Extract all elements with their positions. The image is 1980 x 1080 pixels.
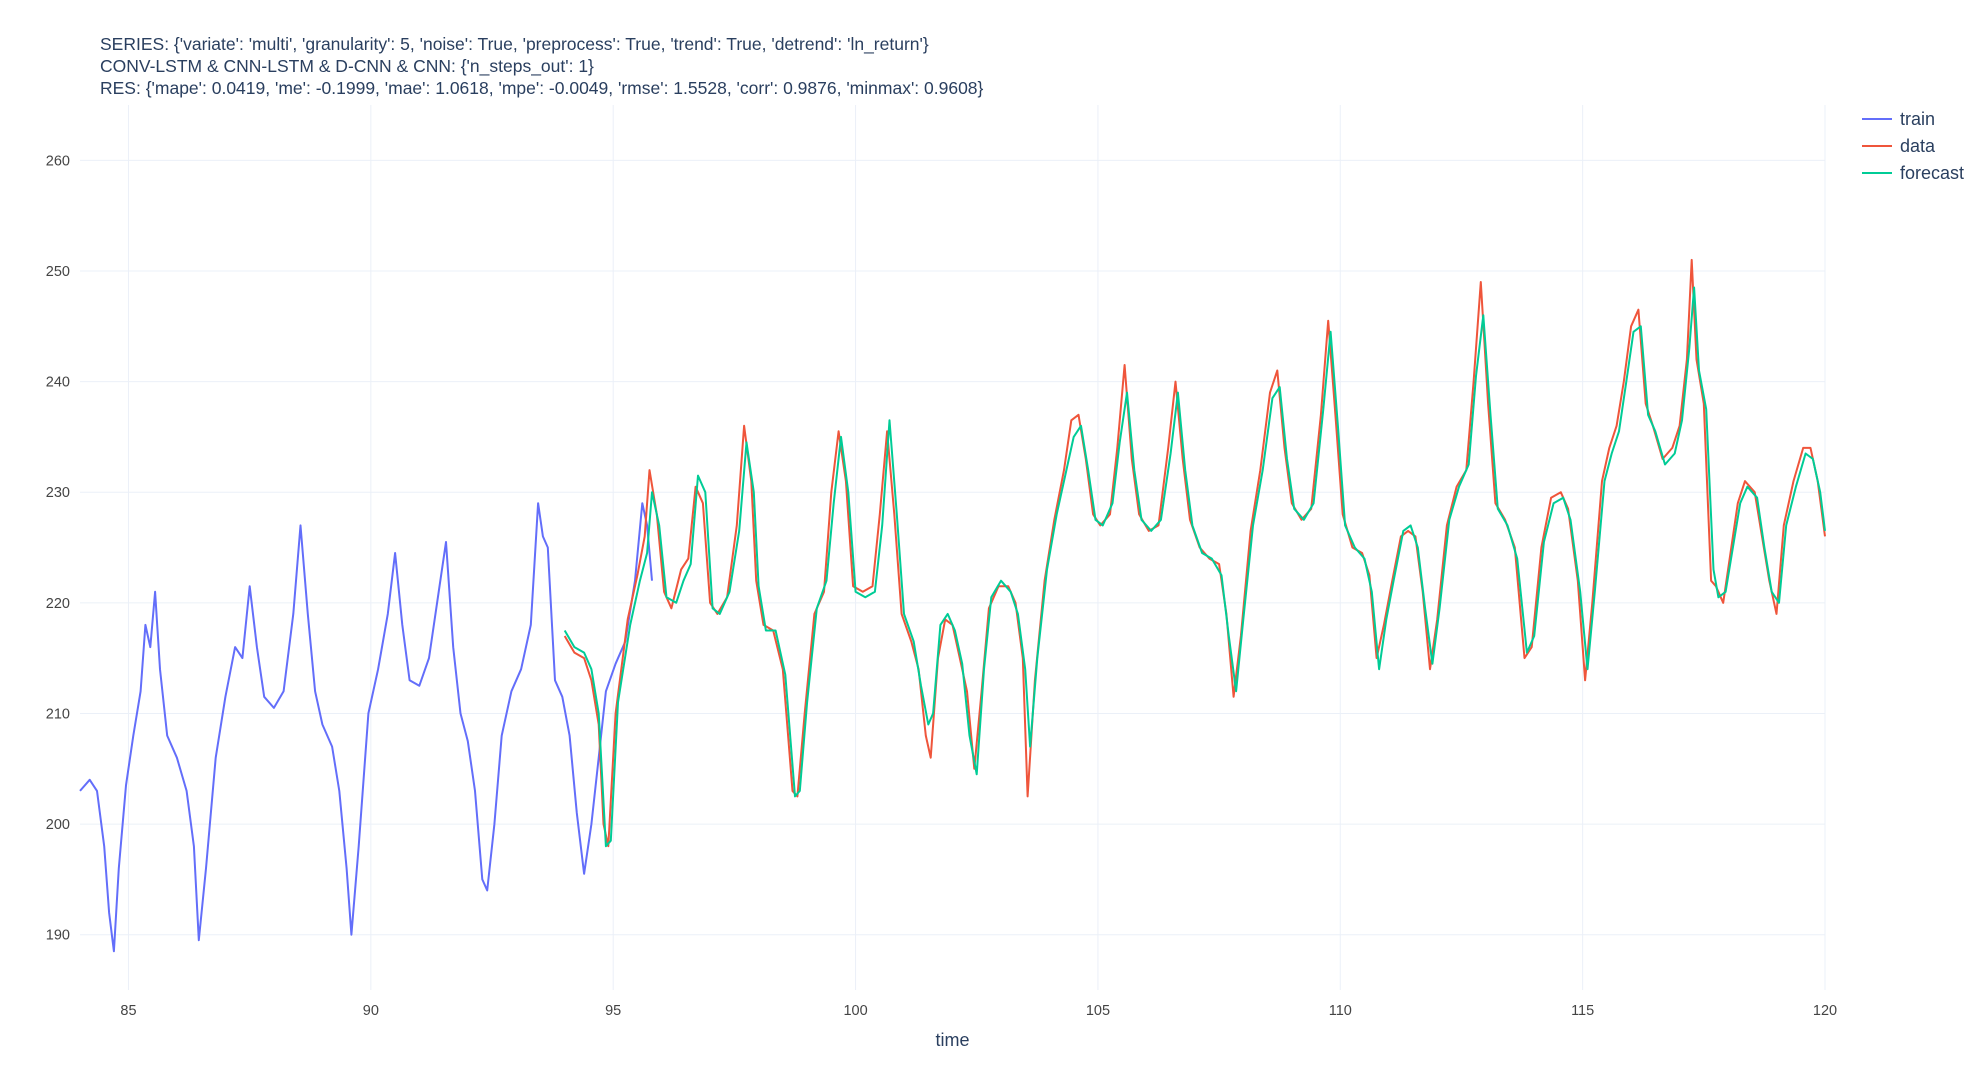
x-tick-label: 110 xyxy=(1329,1003,1352,1019)
y-tick-label: 210 xyxy=(46,706,70,722)
x-tick-label: 85 xyxy=(120,1003,136,1019)
x-tick-label: 115 xyxy=(1571,1003,1594,1019)
title-line-series: SERIES: {'variate': 'multi', 'granularit… xyxy=(100,34,929,55)
legend-item-forecast[interactable]: forecast xyxy=(1862,163,1964,183)
legend-label: data xyxy=(1900,136,1936,156)
x-axis-label: time xyxy=(935,1030,969,1050)
title-line-models: CONV-LSTM & CNN-LSTM & D-CNN & CNN: {'n_… xyxy=(100,56,594,77)
gridlines xyxy=(80,105,1826,990)
y-tick-label: 240 xyxy=(46,375,70,391)
y-tick-label: 190 xyxy=(46,928,70,944)
x-axis-ticks: 85 90 95 100 105 110 115 120 xyxy=(120,1003,1837,1019)
series-line-forecast xyxy=(563,286,1826,848)
x-tick-label: 90 xyxy=(363,1003,379,1019)
series-lines xyxy=(79,258,1826,953)
x-tick-label: 120 xyxy=(1813,1003,1837,1019)
legend[interactable]: train data forecast xyxy=(1862,109,1964,183)
legend-label: forecast xyxy=(1900,163,1964,183)
title-line-results: RES: {'mape': 0.0419, 'me': -0.1999, 'ma… xyxy=(100,78,984,98)
y-axis-ticks: 190 200 210 220 230 240 250 260 xyxy=(46,153,70,943)
chart-title-block: SERIES: {'variate': 'multi', 'granularit… xyxy=(100,34,984,98)
series-line-train xyxy=(79,502,653,953)
x-tick-label: 95 xyxy=(605,1003,621,1019)
y-tick-label: 260 xyxy=(46,153,70,169)
y-tick-label: 220 xyxy=(46,596,70,612)
y-tick-label: 200 xyxy=(46,817,70,833)
series-line-data xyxy=(563,258,1826,848)
y-tick-label: 250 xyxy=(46,264,70,280)
legend-item-data[interactable]: data xyxy=(1862,136,1936,156)
legend-label: train xyxy=(1900,109,1935,129)
x-tick-label: 100 xyxy=(843,1003,867,1019)
y-tick-label: 230 xyxy=(46,485,70,501)
x-tick-label: 105 xyxy=(1086,1003,1110,1019)
legend-item-train[interactable]: train xyxy=(1862,109,1935,129)
